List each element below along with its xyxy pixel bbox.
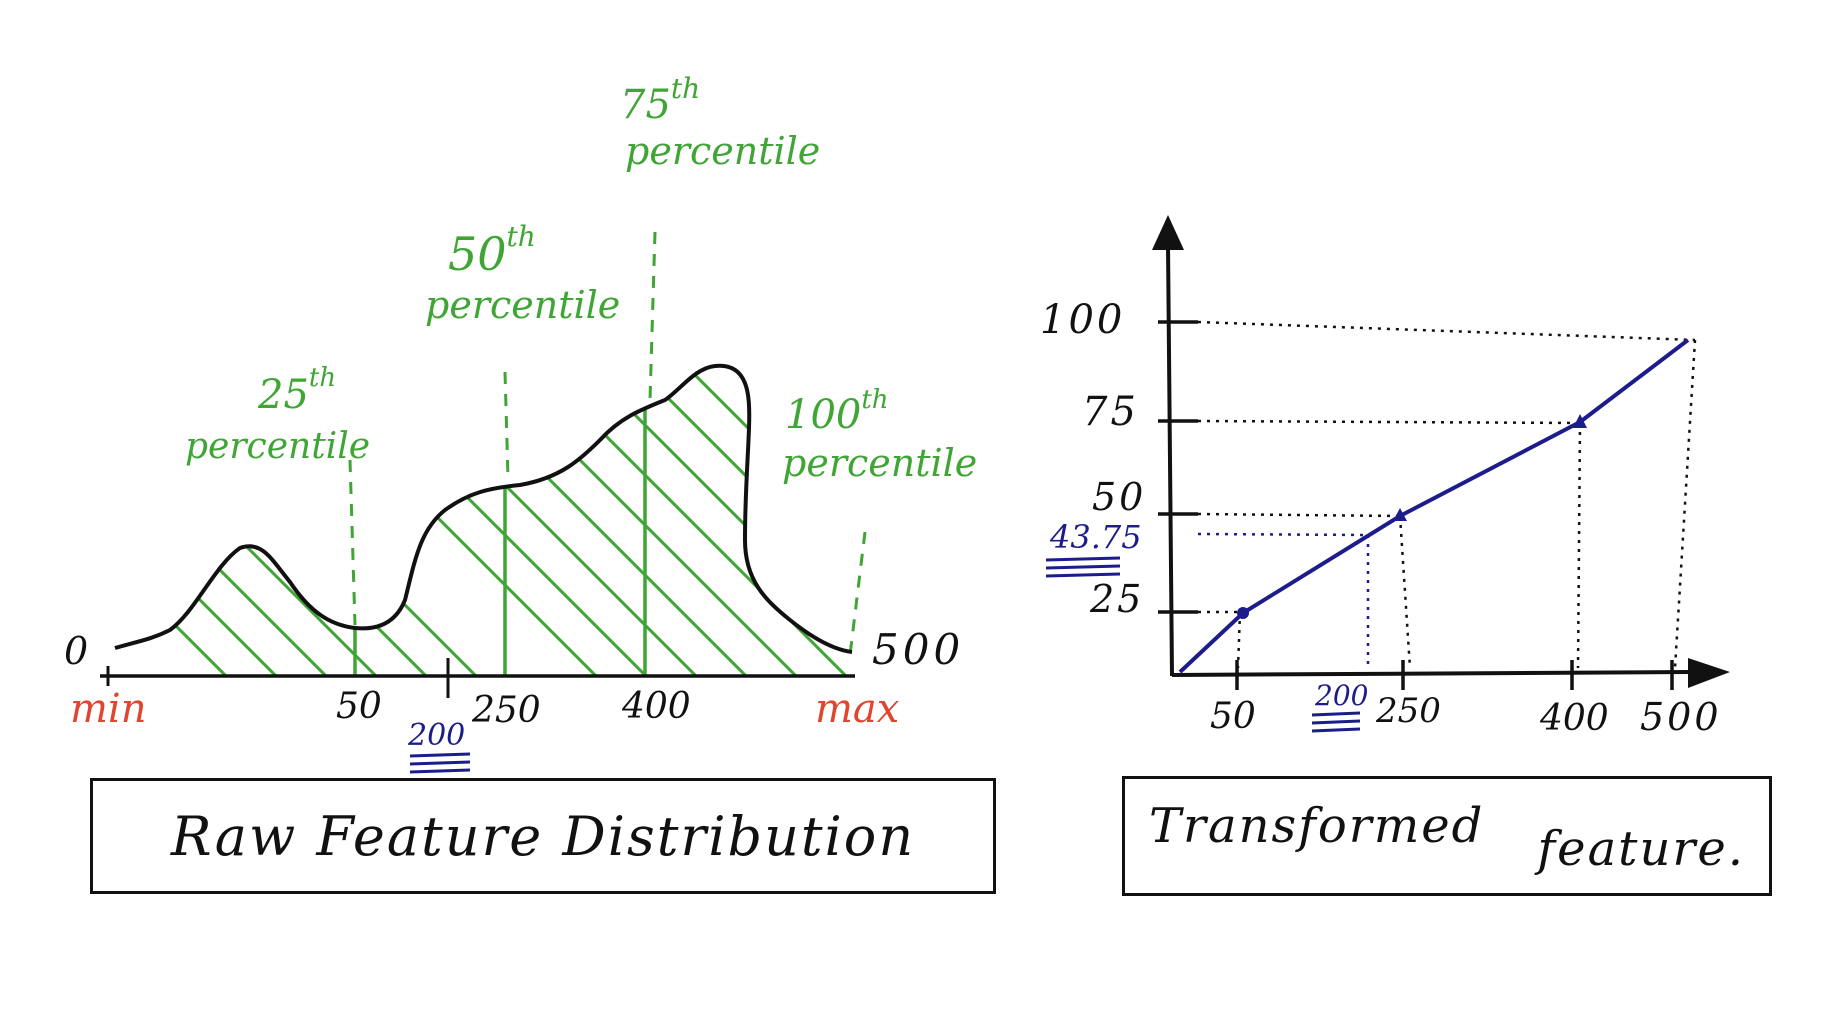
transformed-caption-part2: feature. (1537, 821, 1745, 877)
x-highlight-underline (1311, 711, 1361, 733)
raw-distribution-panel: 0 500 min max 50 250 400 200 25th percen… (64, 72, 977, 774)
raw-distribution-caption: Raw Feature Distribution (170, 804, 916, 868)
y-highlight-label: 43.75 (1049, 518, 1142, 556)
svg-text:50th: 50th (448, 220, 536, 281)
transformed-feature-panel: 100 75 50 25 43.75 50 250 400 500 200 (1040, 215, 1730, 739)
highlight-dotted-guides (1197, 532, 1370, 668)
max-value-label: 500 (872, 625, 964, 674)
y-label-25: 25 (1089, 577, 1144, 621)
y-label-75: 75 (1082, 389, 1139, 435)
annotation-75th: 75th percentile (620, 72, 820, 173)
annotation-25th: 25th percentile (185, 363, 370, 467)
ordinal-50: 50 (448, 227, 507, 281)
y-tick-marks (1158, 320, 1198, 614)
transformed-x-axis (1171, 670, 1691, 677)
distribution-curve (114, 363, 853, 654)
suffix-25: th (309, 363, 336, 393)
word-100: percentile (782, 441, 977, 485)
transform-line (1178, 338, 1690, 674)
x-tick-400: 400 (621, 686, 691, 727)
percentile-guides (348, 231, 867, 656)
x-label-500: 500 (1640, 695, 1722, 739)
x-highlight-label: 200 (1314, 679, 1368, 712)
dotted-guides (1197, 320, 1697, 669)
x-tick-50: 50 (336, 686, 382, 727)
x-label-400: 400 (1539, 698, 1609, 739)
x-label-250: 250 (1375, 691, 1441, 731)
transformed-caption-box: Transformed feature. (1122, 776, 1772, 896)
raw-distribution-caption-box: Raw Feature Distribution (90, 778, 996, 894)
percentile-verticals (353, 408, 647, 676)
ordinal-25: 25 (257, 372, 309, 418)
min-label: min (70, 686, 146, 732)
word-50: percentile (425, 283, 620, 327)
transform-point-50 (1237, 607, 1249, 619)
suffix-75: th (671, 72, 700, 105)
ordinal-75: 75 (620, 82, 671, 128)
highlight-200-underline (409, 752, 471, 774)
x-tick-marks (1235, 660, 1674, 690)
svg-text:75th: 75th (620, 72, 700, 128)
word-75: percentile (625, 129, 820, 173)
y-label-50: 50 (1092, 475, 1146, 519)
x-axis-arrowhead (1688, 658, 1730, 688)
x-label-50: 50 (1210, 696, 1256, 737)
ordinal-100: 100 (785, 392, 861, 438)
svg-text:100th: 100th (785, 385, 889, 438)
y-label-100: 100 (1040, 297, 1125, 343)
transformed-caption-part1: Transformed (1149, 798, 1485, 854)
highlight-200-label: 200 (407, 718, 465, 753)
annotation-50th: 50th percentile (425, 220, 620, 327)
transform-point-250 (1393, 508, 1407, 521)
max-label: max (815, 686, 899, 732)
zero-label: 0 (64, 629, 88, 673)
y-highlight-underline (1045, 556, 1121, 578)
suffix-50: th (507, 220, 536, 253)
y-axis-arrowhead (1152, 215, 1184, 250)
suffix-100: th (861, 385, 888, 415)
word-25: percentile (185, 426, 370, 467)
x-tick-250: 250 (471, 690, 541, 731)
transformed-y-axis (1166, 244, 1174, 677)
annotation-100th: 100th percentile (782, 385, 977, 485)
svg-text:25th: 25th (257, 363, 336, 418)
transform-point-400 (1573, 414, 1587, 428)
